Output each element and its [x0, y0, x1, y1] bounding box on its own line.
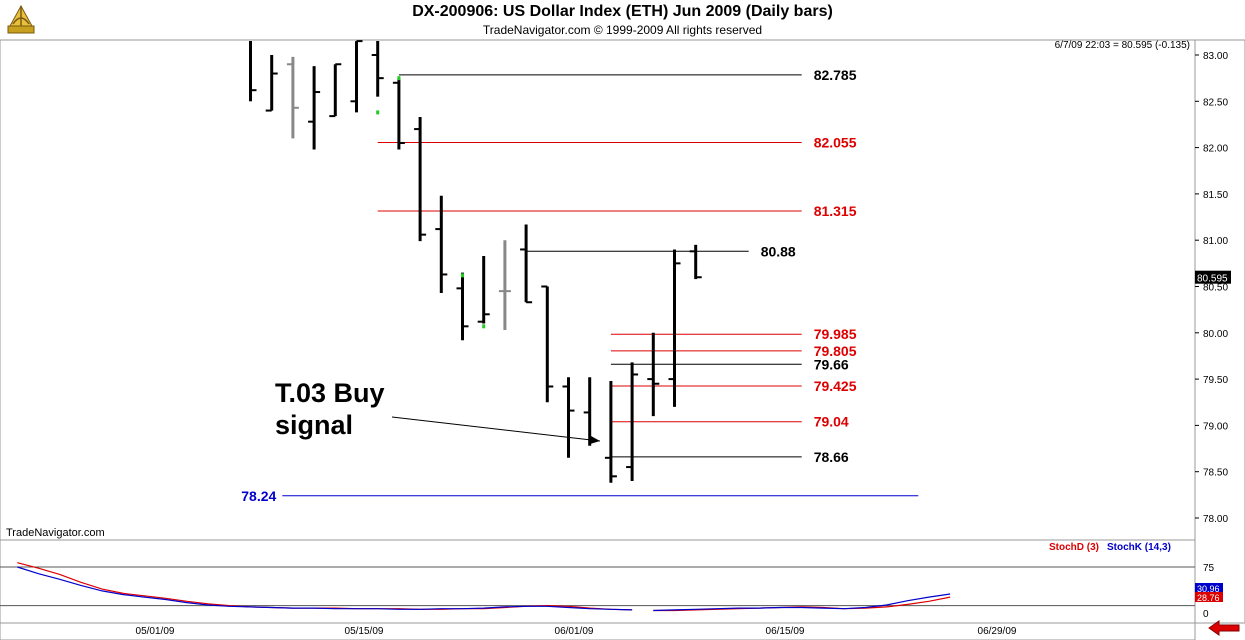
stoch-d-value: 28.76: [1197, 593, 1220, 603]
y-tick-label: 79.00: [1203, 421, 1228, 432]
sextant-logo-icon: [7, 4, 35, 34]
chart-title: DX-200906: US Dollar Index (ETH) Jun 200…: [412, 3, 833, 20]
signal-arrow-head-icon: [590, 436, 600, 444]
ohlc-bars: [249, 40, 702, 483]
y-tick-label: 80.50: [1203, 283, 1228, 294]
status-readout: 6/7/09 22:03 = 80.595 (-0.135): [1055, 40, 1190, 51]
date-x-axis: 05/01/09 05/15/09 06/01/09 06/15/09 06/29/09: [136, 626, 1017, 637]
axis-strip: [1194, 39, 1245, 624]
y-tick-label: 80.00: [1203, 329, 1228, 340]
signal-dot: [376, 110, 380, 115]
x-tick-label: 06/15/09: [766, 626, 805, 637]
signal-dot: [461, 273, 464, 278]
signal-arrow-line: [391, 416, 601, 442]
level-label: 78.24: [241, 488, 276, 504]
level-label: 81.315: [814, 203, 857, 219]
x-tick-label: 05/01/09: [136, 626, 175, 637]
y-tick-label: 82.00: [1203, 144, 1228, 155]
scroll-left-arrow-icon[interactable]: [1207, 620, 1241, 636]
stoch-series-line: [653, 593, 951, 612]
x-tick-label: 05/15/09: [345, 626, 384, 637]
stochastic-y-axis: 0 75: [1203, 563, 1215, 620]
last-price-badge: 80.595: [1195, 270, 1231, 285]
signal-dot: [397, 76, 401, 81]
level-label: 82.785: [814, 67, 857, 83]
price-y-axis: 78.00 78.50 79.00 79.50 80.00 80.50 81.00 81.50…: [1195, 51, 1228, 525]
y-tick-label: 81.50: [1203, 190, 1228, 201]
chart-subtitle: TradeNavigator.com © 1999-2009 All right…: [482, 23, 763, 37]
stoch-d-badge: 28.76: [1195, 592, 1223, 603]
stoch-k-badge: 30.96: [1195, 583, 1223, 594]
level-label: 78.66: [814, 449, 849, 465]
annotation-line-1: T.03 Buy: [275, 378, 385, 408]
x-tick-label: 06/01/09: [555, 626, 594, 637]
legend-stoch-d: StochD (3): [1049, 542, 1099, 553]
date-axis-strip: [0, 622, 1196, 640]
chart-header: DX-200906: US Dollar Index (ETH) Jun 200…: [0, 0, 1245, 40]
y-tick-label: 83.00: [1203, 51, 1228, 62]
stoch-tick-label: 0: [1203, 609, 1209, 620]
price-levels: 82.785 82.055 81.315 80.88 79.98579.80579.66…: [241, 67, 919, 504]
y-tick-label: 79.50: [1203, 375, 1228, 386]
legend-stoch-k: StochK (14,3): [1107, 542, 1171, 553]
level-label: 79.66: [814, 356, 849, 372]
level-label: 79.805: [814, 343, 857, 359]
level-label: 79.04: [814, 414, 849, 430]
level-label: 82.055: [814, 135, 857, 151]
indicator-panel-frame: [0, 539, 1196, 624]
last-price-label: 80.595: [1197, 274, 1228, 285]
y-tick-label: 82.50: [1203, 97, 1228, 108]
y-tick-label: 78.00: [1203, 514, 1228, 525]
stoch-tick-label: 75: [1203, 563, 1215, 574]
stoch-series-line: [17, 566, 633, 611]
stochastic-lines: [0, 562, 1195, 612]
price-panel-frame: [0, 39, 1196, 541]
y-tick-label: 81.00: [1203, 236, 1228, 247]
signal-dot: [482, 324, 486, 329]
annotation-line-2: signal: [275, 410, 353, 440]
level-label: 79.425: [814, 378, 857, 394]
stoch-k-value: 30.96: [1197, 584, 1220, 594]
x-tick-label: 06/29/09: [978, 626, 1017, 637]
watermark: TradeNavigator.com: [6, 527, 105, 539]
y-tick-label: 78.50: [1203, 468, 1228, 479]
level-label: 79.985: [814, 326, 857, 342]
level-label: 80.88: [761, 243, 796, 259]
